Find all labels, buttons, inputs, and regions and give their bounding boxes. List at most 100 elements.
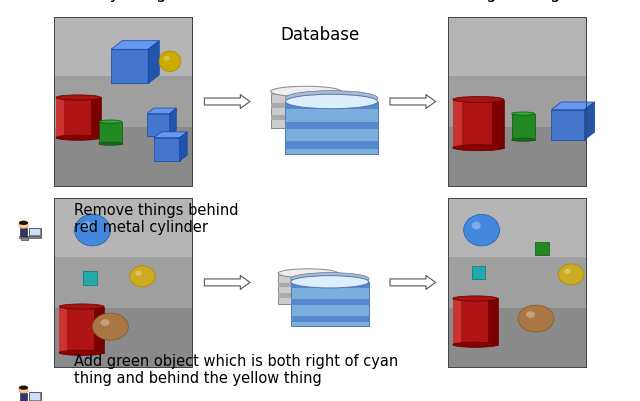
FancyArrowPatch shape <box>204 276 250 290</box>
Polygon shape <box>148 42 159 84</box>
FancyBboxPatch shape <box>551 110 585 140</box>
FancyBboxPatch shape <box>278 272 338 277</box>
FancyBboxPatch shape <box>285 122 378 130</box>
Ellipse shape <box>453 97 504 103</box>
Ellipse shape <box>56 136 101 141</box>
Ellipse shape <box>518 305 554 332</box>
FancyBboxPatch shape <box>285 102 378 154</box>
FancyBboxPatch shape <box>278 283 338 288</box>
FancyBboxPatch shape <box>271 92 341 128</box>
Ellipse shape <box>291 276 369 288</box>
FancyBboxPatch shape <box>60 307 104 353</box>
FancyBboxPatch shape <box>111 50 148 84</box>
FancyBboxPatch shape <box>291 299 369 306</box>
FancyBboxPatch shape <box>472 266 485 279</box>
FancyBboxPatch shape <box>448 198 586 367</box>
FancyBboxPatch shape <box>154 138 179 162</box>
Ellipse shape <box>59 304 104 310</box>
FancyBboxPatch shape <box>30 393 40 400</box>
Ellipse shape <box>99 143 122 146</box>
FancyBboxPatch shape <box>147 114 170 136</box>
FancyBboxPatch shape <box>453 100 504 148</box>
FancyArrowPatch shape <box>390 276 436 290</box>
FancyBboxPatch shape <box>29 392 42 401</box>
FancyBboxPatch shape <box>20 393 27 401</box>
FancyBboxPatch shape <box>54 198 192 283</box>
Text: Remove things behind
red metal cylinder: Remove things behind red metal cylinder <box>74 203 238 235</box>
Polygon shape <box>147 109 177 114</box>
FancyBboxPatch shape <box>60 307 67 353</box>
Text: Database: Database <box>280 26 360 44</box>
FancyBboxPatch shape <box>20 237 28 241</box>
FancyBboxPatch shape <box>29 228 42 237</box>
FancyBboxPatch shape <box>278 294 338 298</box>
FancyBboxPatch shape <box>99 122 122 144</box>
FancyBboxPatch shape <box>285 103 378 110</box>
Ellipse shape <box>129 266 156 287</box>
Ellipse shape <box>285 95 378 109</box>
Ellipse shape <box>512 113 535 116</box>
Ellipse shape <box>19 222 28 229</box>
FancyBboxPatch shape <box>448 77 586 128</box>
FancyBboxPatch shape <box>448 18 586 186</box>
Text: Query Image: Query Image <box>69 0 177 2</box>
Polygon shape <box>111 42 159 50</box>
Ellipse shape <box>526 312 535 318</box>
Ellipse shape <box>19 221 28 225</box>
Polygon shape <box>170 109 177 136</box>
Ellipse shape <box>463 215 499 246</box>
Ellipse shape <box>75 215 111 246</box>
FancyBboxPatch shape <box>271 116 341 121</box>
Ellipse shape <box>512 139 535 142</box>
Polygon shape <box>585 103 595 140</box>
FancyBboxPatch shape <box>54 198 192 367</box>
Ellipse shape <box>19 387 28 393</box>
FancyBboxPatch shape <box>448 257 586 308</box>
FancyBboxPatch shape <box>453 299 461 345</box>
Ellipse shape <box>271 87 341 97</box>
Ellipse shape <box>93 313 128 340</box>
FancyBboxPatch shape <box>271 103 341 108</box>
FancyBboxPatch shape <box>54 257 192 308</box>
FancyArrowPatch shape <box>390 95 436 109</box>
FancyBboxPatch shape <box>91 98 101 138</box>
FancyBboxPatch shape <box>493 100 504 148</box>
Ellipse shape <box>472 222 481 230</box>
FancyBboxPatch shape <box>83 272 97 286</box>
Ellipse shape <box>83 222 92 230</box>
FancyBboxPatch shape <box>278 273 338 304</box>
Ellipse shape <box>278 269 338 278</box>
FancyBboxPatch shape <box>488 299 498 345</box>
Ellipse shape <box>136 271 142 276</box>
FancyBboxPatch shape <box>56 98 64 138</box>
Ellipse shape <box>159 52 181 72</box>
FancyBboxPatch shape <box>271 91 341 96</box>
FancyBboxPatch shape <box>285 142 378 149</box>
FancyBboxPatch shape <box>512 114 535 140</box>
FancyBboxPatch shape <box>19 236 41 239</box>
Ellipse shape <box>558 264 584 285</box>
Ellipse shape <box>453 342 497 347</box>
FancyBboxPatch shape <box>453 100 462 148</box>
Text: Add green object which is both right of cyan
thing and behind the yellow thing: Add green object which is both right of … <box>74 353 398 385</box>
FancyBboxPatch shape <box>291 316 369 322</box>
FancyBboxPatch shape <box>54 18 192 102</box>
FancyBboxPatch shape <box>448 198 586 283</box>
FancyBboxPatch shape <box>291 282 369 326</box>
Ellipse shape <box>59 350 104 356</box>
FancyBboxPatch shape <box>291 283 369 289</box>
Polygon shape <box>551 103 595 110</box>
Ellipse shape <box>453 145 504 151</box>
Ellipse shape <box>19 385 28 390</box>
Ellipse shape <box>564 269 571 274</box>
Ellipse shape <box>56 96 101 101</box>
FancyBboxPatch shape <box>54 18 192 186</box>
FancyBboxPatch shape <box>20 228 27 236</box>
Ellipse shape <box>453 296 497 302</box>
Ellipse shape <box>100 320 109 326</box>
Polygon shape <box>179 132 188 162</box>
FancyBboxPatch shape <box>94 307 104 353</box>
Text: Target Image: Target Image <box>463 0 571 2</box>
FancyBboxPatch shape <box>453 299 497 345</box>
FancyArrowPatch shape <box>204 95 250 109</box>
